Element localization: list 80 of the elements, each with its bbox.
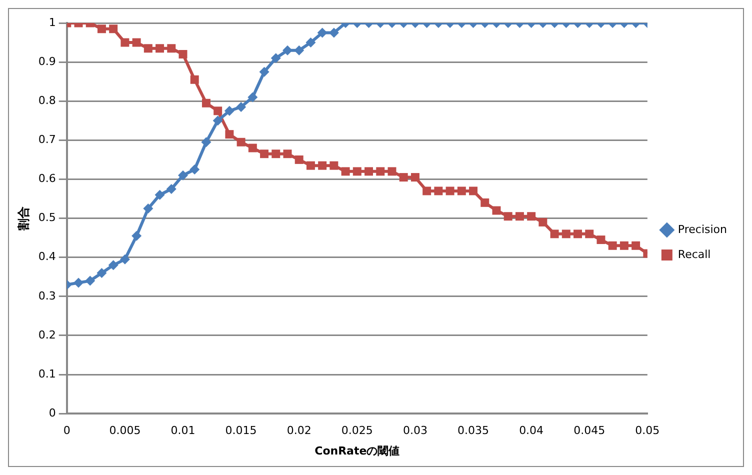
- x-tick-label: 0.025: [341, 424, 373, 438]
- y-tick-label: 0.5: [38, 211, 56, 224]
- y-tick-label: 0.4: [38, 250, 56, 264]
- point: [434, 186, 443, 196]
- point: [283, 150, 292, 158]
- legend-label: Precision: [678, 222, 728, 236]
- point: [596, 236, 606, 244]
- y-tick-label: 0.3: [38, 289, 56, 302]
- point: [330, 161, 338, 170]
- point: [306, 161, 315, 170]
- point: [214, 106, 222, 116]
- point: [515, 212, 524, 221]
- point: [457, 186, 466, 196]
- x-tick-label: 0.005: [109, 424, 141, 438]
- point: [166, 184, 176, 194]
- point: [585, 230, 594, 238]
- point: [538, 218, 548, 226]
- point: [376, 167, 385, 176]
- point: [422, 186, 432, 196]
- point: [202, 98, 210, 108]
- point: [504, 212, 512, 221]
- y-tick-label: 0.2: [38, 328, 56, 342]
- x-tick-label: 0.045: [574, 424, 606, 438]
- y-tick-label: 0.6: [38, 172, 56, 186]
- x-tick-label: 0.015: [225, 424, 257, 438]
- y-tick-label: 1: [48, 16, 56, 29]
- point: [341, 167, 350, 176]
- y-tick-label: 0.8: [38, 94, 56, 107]
- x-axis-title: ConRateの閾値: [314, 444, 400, 458]
- point: [446, 186, 454, 196]
- x-tick-label: 0.02: [286, 424, 312, 438]
- point: [212, 116, 223, 126]
- legend-label: Recall: [678, 248, 711, 261]
- point: [294, 155, 304, 164]
- point: [108, 260, 118, 270]
- point: [364, 167, 374, 176]
- point: [201, 137, 212, 148]
- point: [224, 106, 234, 116]
- point: [85, 276, 96, 286]
- x-tick-label: 0.01: [170, 424, 196, 438]
- y-tick-label: 0.9: [38, 54, 56, 68]
- point: [388, 167, 396, 176]
- y-tick-label: 0.7: [38, 133, 56, 146]
- point: [469, 186, 478, 196]
- point: [96, 268, 107, 278]
- x-tick-label: 0.035: [458, 424, 490, 438]
- point: [225, 130, 234, 139]
- y-tick-label: 0.1: [38, 367, 56, 380]
- y-axis-title: 割合: [16, 205, 30, 232]
- point: [399, 173, 408, 182]
- point: [154, 190, 165, 200]
- x-tick-label: 0.03: [402, 424, 428, 438]
- point: [562, 230, 570, 238]
- point: [608, 241, 617, 250]
- x-tick-label: 0.05: [635, 424, 660, 438]
- point: [260, 150, 269, 158]
- point: [248, 92, 258, 102]
- point: [410, 173, 420, 182]
- point: [248, 144, 257, 152]
- point: [236, 138, 246, 146]
- point: [190, 164, 200, 174]
- point: [352, 167, 362, 176]
- point: [272, 150, 280, 158]
- point: [620, 241, 628, 250]
- point: [480, 198, 490, 207]
- point: [492, 206, 501, 215]
- point: [132, 230, 142, 241]
- point: [632, 241, 640, 250]
- point: [236, 102, 246, 112]
- point: [143, 204, 154, 214]
- point: [318, 161, 327, 170]
- point: [74, 278, 84, 288]
- y-tick-label: 0: [48, 406, 56, 420]
- point: [550, 230, 559, 238]
- point: [120, 254, 130, 264]
- point: [574, 230, 582, 238]
- point: [178, 170, 188, 180]
- x-tick-label: 0: [63, 424, 70, 438]
- x-tick-label: 0.04: [519, 424, 544, 438]
- point: [527, 212, 536, 221]
